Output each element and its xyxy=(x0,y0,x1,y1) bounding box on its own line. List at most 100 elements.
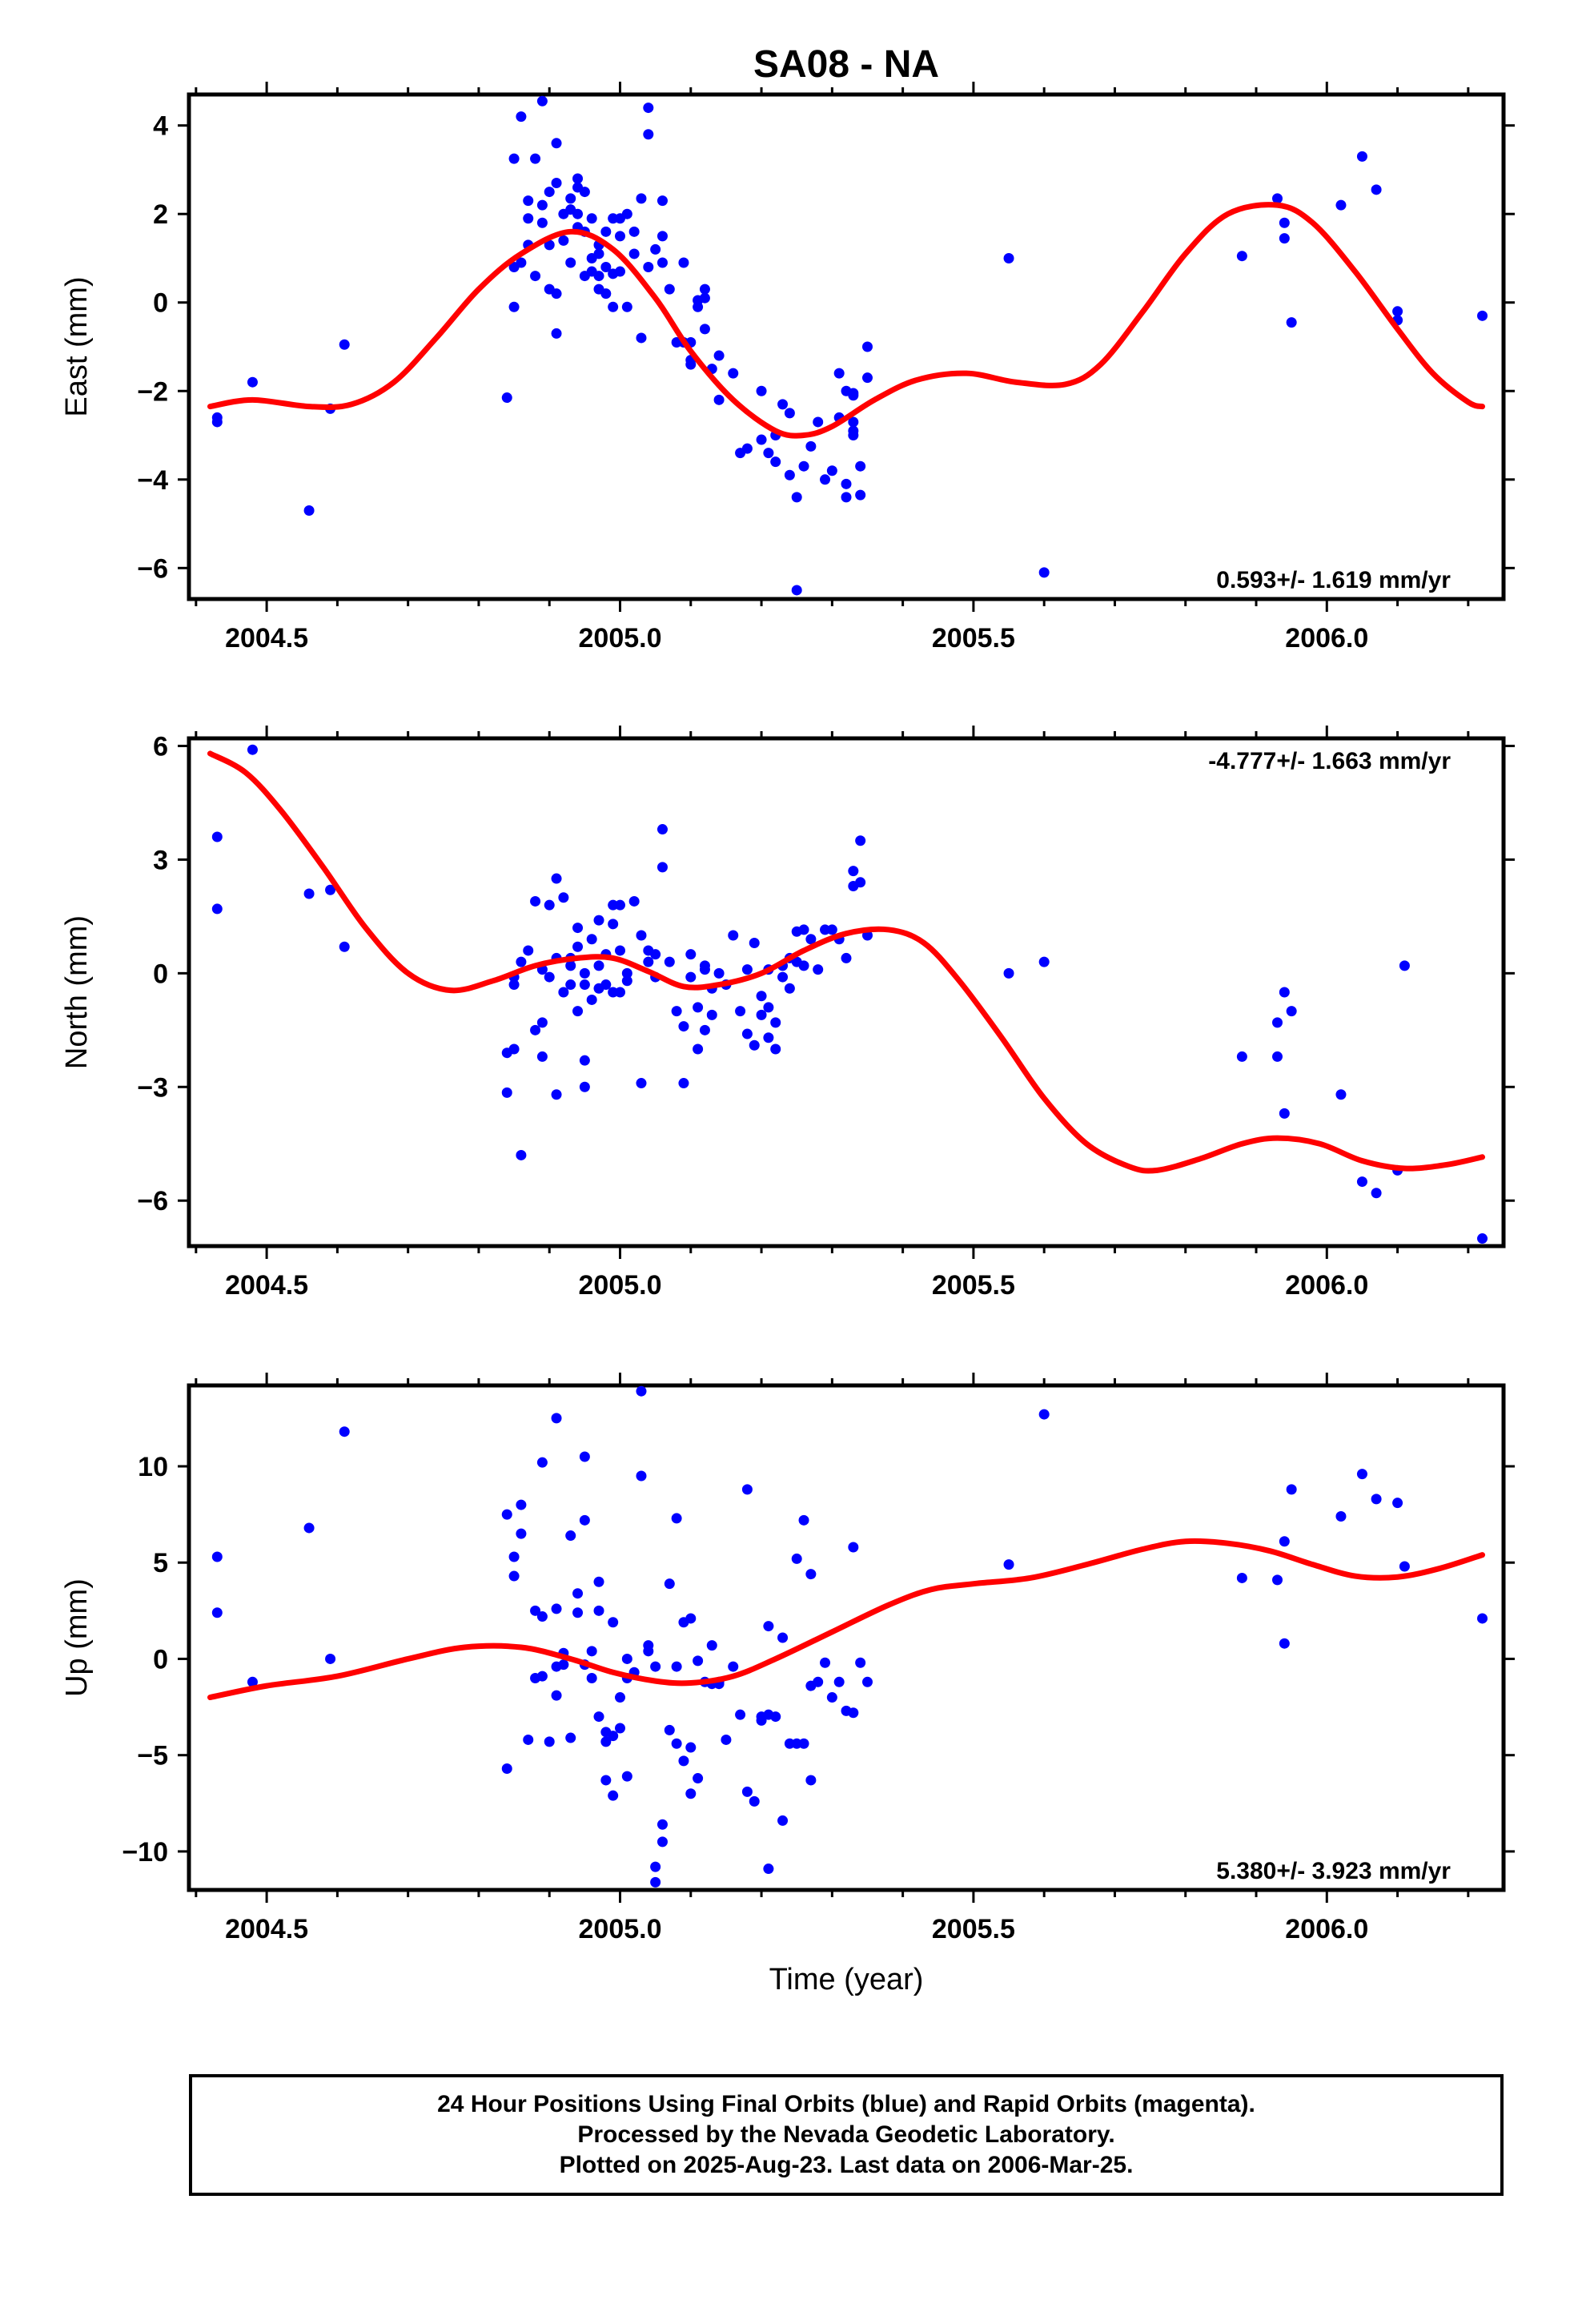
north-data-point xyxy=(1477,1233,1488,1244)
east-data-point xyxy=(600,288,612,300)
north-data-point xyxy=(530,1024,541,1035)
east-data-point xyxy=(211,416,223,428)
north-data-point xyxy=(508,1043,520,1055)
up-data-point xyxy=(685,1788,697,1799)
north-data-point xyxy=(615,945,626,956)
east-data-point xyxy=(756,385,767,396)
up-data-point xyxy=(798,1514,809,1526)
caption-line-2: Processed by the Nevada Geodetic Laborat… xyxy=(577,2121,1115,2148)
east-data-point xyxy=(551,178,562,189)
north-data-point xyxy=(615,987,626,998)
north-data-point xyxy=(784,983,795,994)
up-data-point xyxy=(848,1542,859,1553)
up-data-point xyxy=(678,1755,689,1767)
up-data-point xyxy=(1279,1536,1290,1547)
up-data-point xyxy=(1392,1498,1403,1509)
north-data-point xyxy=(756,1009,767,1020)
up-data-point xyxy=(615,1723,626,1734)
up-x-tick-label: 2005.0 xyxy=(579,1914,662,1944)
north-data-point xyxy=(770,1017,781,1028)
north-data-point xyxy=(699,960,710,971)
north-data-point xyxy=(579,1081,590,1092)
east-data-point xyxy=(1477,310,1488,321)
up-data-point xyxy=(777,1815,789,1826)
north-data-point xyxy=(1286,1006,1297,1017)
north-data-point xyxy=(749,937,760,948)
east-data-point xyxy=(664,283,675,295)
east-data-point xyxy=(565,257,576,268)
east-data-point xyxy=(784,469,795,480)
north-y-axis-label: North (mm) xyxy=(60,915,94,1069)
up-y-axis-label: Up (mm) xyxy=(60,1578,94,1697)
x-axis-label: Time (year) xyxy=(769,1963,924,1996)
up-data-point xyxy=(650,1861,661,1872)
east-data-point xyxy=(530,153,541,164)
north-data-point xyxy=(706,1009,717,1020)
north-data-point xyxy=(530,895,541,907)
up-data-point xyxy=(777,1632,789,1643)
up-data-point xyxy=(325,1653,336,1664)
north-x-tick-label: 2006.0 xyxy=(1285,1270,1368,1301)
up-data-point xyxy=(671,1661,682,1672)
north-data-point xyxy=(1003,967,1014,979)
east-data-point xyxy=(791,492,802,503)
up-data-point xyxy=(1236,1572,1247,1583)
up-panel: 10 5 0 −5 −10 2004.5 2005.0 2005.5 2006.0 Up (mm)… xyxy=(60,1373,1515,1944)
east-data-point xyxy=(621,208,632,219)
north-data-point xyxy=(636,1078,647,1089)
up-data-point xyxy=(615,1692,626,1703)
north-data-point xyxy=(735,1006,746,1017)
east-data-point xyxy=(551,328,562,339)
up-data-point xyxy=(656,1836,668,1848)
up-x-tick-label: 2006.0 xyxy=(1285,1914,1368,1944)
up-data-point xyxy=(247,1676,258,1687)
caption-box: 24 Hour Positions Using Final Orbits (bl… xyxy=(189,2074,1504,2196)
up-data-point xyxy=(1003,1559,1014,1570)
north-data-point xyxy=(693,1002,704,1013)
north-data-point xyxy=(508,979,520,991)
east-data-point xyxy=(621,301,632,312)
up-data-point xyxy=(1477,1613,1488,1624)
north-data-point xyxy=(544,971,555,983)
up-data-point xyxy=(572,1588,584,1599)
up-data-point xyxy=(551,1603,562,1614)
up-data-point xyxy=(693,1773,704,1784)
east-data-point xyxy=(699,292,710,304)
east-data-point xyxy=(1279,233,1290,244)
east-data-point xyxy=(536,95,548,107)
north-data-point xyxy=(325,884,336,895)
up-data-point xyxy=(763,1621,774,1632)
east-data-point xyxy=(643,129,654,140)
up-data-point xyxy=(211,1551,223,1562)
east-rate-label: 0.593+/- 1.619 mm/yr xyxy=(1216,567,1451,593)
north-data-point xyxy=(593,915,604,926)
north-data-point xyxy=(678,1078,689,1089)
east-data-point xyxy=(833,368,845,379)
east-data-point xyxy=(615,266,626,277)
north-data-point xyxy=(558,892,569,903)
east-data-point xyxy=(572,208,584,219)
up-data-point xyxy=(685,1613,697,1624)
north-data-point xyxy=(516,1149,527,1160)
east-frame xyxy=(187,92,1506,601)
up-x-tick-label: 2004.5 xyxy=(225,1914,308,1944)
up-data-point xyxy=(805,1775,817,1786)
north-data-point xyxy=(693,1043,704,1055)
north-frame xyxy=(187,736,1506,1248)
up-data-point xyxy=(671,1738,682,1749)
north-data-point xyxy=(600,979,612,991)
east-data-point xyxy=(1236,251,1247,262)
up-data-point xyxy=(508,1551,520,1562)
up-data-point xyxy=(664,1724,675,1735)
east-data-point xyxy=(1272,193,1283,204)
east-data-point xyxy=(1286,317,1297,328)
north-data-point xyxy=(656,824,668,835)
east-data-point xyxy=(1392,306,1403,317)
up-data-point xyxy=(636,1470,647,1482)
up-data-point xyxy=(728,1661,739,1672)
east-data-point xyxy=(628,248,640,259)
north-data-point xyxy=(1038,956,1050,967)
north-data-point xyxy=(713,967,725,979)
north-data-point xyxy=(813,964,824,975)
up-data-point xyxy=(826,1692,837,1703)
